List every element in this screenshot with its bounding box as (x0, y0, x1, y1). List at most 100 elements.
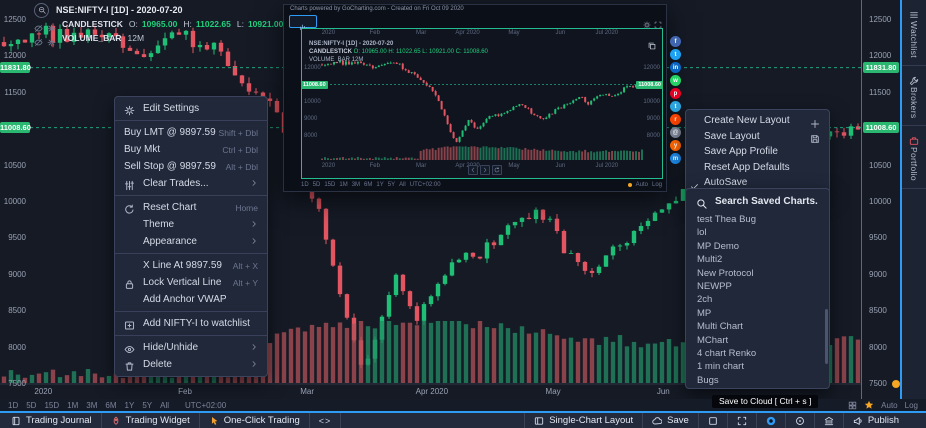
popup-log-label[interactable]: Log (651, 182, 662, 188)
timeframe-5d[interactable]: 5D (26, 400, 37, 410)
price-chart-tab[interactable] (289, 15, 317, 30)
zoom-out-icon[interactable] (34, 2, 49, 18)
grid-layout-icon[interactable] (848, 401, 857, 410)
timezone-label[interactable]: UTC+02:00 (185, 400, 227, 410)
twitter-share-icon[interactable]: t (670, 49, 681, 60)
menu-item-theme[interactable]: Theme (115, 216, 267, 233)
timeframe-5y[interactable]: 5Y (142, 400, 153, 410)
copy-icon[interactable] (648, 37, 656, 50)
timeframe-all[interactable]: All (399, 182, 406, 188)
saved-chart-mchart[interactable]: MChart (697, 334, 729, 346)
saved-chart-lol[interactable]: lol (697, 227, 707, 239)
timeframe-15d[interactable]: 15D (44, 400, 60, 410)
menu-item-buy-lmt-9897-59[interactable]: Buy LMT @ 9897.59 Shift + Dbl (115, 124, 267, 141)
notification-dot[interactable] (892, 380, 900, 388)
linkedin-share-icon[interactable]: in (670, 62, 681, 73)
menu-item-save-layout[interactable]: Save Layout (686, 129, 829, 145)
timeframe-6m[interactable]: 6M (105, 400, 117, 410)
popup-auto-label[interactable]: Auto (635, 182, 648, 188)
log-scale-button[interactable]: Log (904, 400, 918, 410)
menu-item-reset-app-defaults[interactable]: Reset App Defaults (686, 160, 829, 176)
sidebar-tab-watchlist[interactable]: Watchlist (902, 0, 926, 66)
select-tool-button[interactable] (697, 413, 727, 428)
timeframe-3m[interactable]: 3M (351, 182, 361, 188)
saved-chart-new-protocol[interactable]: New Protocol (697, 267, 754, 279)
messenger-share-icon[interactable]: m (670, 153, 681, 164)
menu-item-edit-settings[interactable]: Edit Settings (115, 100, 267, 117)
popup-settings-icon[interactable] (643, 16, 651, 29)
saved-chart-bugs[interactable]: Bugs (697, 374, 719, 386)
saved-chart-4-chart-renko[interactable]: 4 chart Renko (697, 347, 757, 359)
timeframe-15d[interactable]: 15D (324, 182, 336, 188)
email-share-icon[interactable]: @ (670, 127, 681, 138)
single-chart-layout-button[interactable]: Single-Chart Layout (524, 413, 642, 428)
study-settings-icon[interactable] (47, 34, 56, 46)
timeframe-1d[interactable]: 1D (301, 182, 309, 188)
timeframe-1m[interactable]: 1M (67, 400, 79, 410)
sidebar-tab-portfolio[interactable]: Portfolio (902, 126, 926, 190)
timeframe-1y[interactable]: 1Y (124, 400, 135, 410)
price-axis-right[interactable]: 12500 12000 11500 10500 10000 9500 9000 8500 800… (862, 0, 900, 399)
menu-item-appearance[interactable]: Appearance (115, 233, 267, 250)
publish-button[interactable]: Publish (842, 413, 908, 428)
telegram-share-icon[interactable]: t (670, 101, 681, 112)
timeframe-6m[interactable]: 6M (364, 182, 373, 188)
popup-expand-icon[interactable] (654, 16, 662, 29)
crosshair-button[interactable] (784, 413, 814, 428)
save-button[interactable]: Save (642, 413, 698, 428)
visibility-icon[interactable] (34, 34, 43, 46)
menu-item-buy-mkt[interactable]: Buy Mkt Ctrl + Dbl (115, 141, 267, 158)
timeframe-all[interactable]: All (160, 400, 170, 410)
menu-item-x-line-at-9897-59[interactable]: X Line At 9897.59 Alt + X (115, 257, 267, 274)
timeframe-1m[interactable]: 1M (339, 182, 348, 188)
saved-chart-multi2[interactable]: Multi2 (697, 254, 723, 266)
menu-item-lock-vertical-line[interactable]: Lock Vertical Line Alt + Y (115, 274, 267, 291)
fullscreen-button[interactable] (726, 413, 756, 428)
trading-widget-button[interactable]: Trading Widget (102, 413, 200, 428)
timeframe-5d[interactable]: 5D (312, 182, 321, 188)
scroll-right-icon[interactable] (480, 165, 490, 175)
timeframe-3m[interactable]: 3M (86, 400, 98, 410)
saved-chart-multi-chart[interactable]: Multi Chart (697, 321, 743, 333)
auto-scale-button[interactable]: Auto (881, 400, 898, 410)
code-editor-button[interactable]: <> (310, 413, 342, 428)
saved-charts-search[interactable]: Search Saved Charts. (686, 189, 829, 213)
menu-item-save-app-profile[interactable]: Save App Profile (686, 144, 829, 160)
timeframe-5y[interactable]: 5Y (387, 182, 396, 188)
reset-view-icon[interactable] (492, 165, 502, 175)
whatsapp-share-icon[interactable]: w (670, 75, 681, 86)
menu-item-clear-trades[interactable]: Clear Trades... (115, 175, 267, 192)
exchange-button[interactable] (813, 413, 843, 428)
timeframe-1d[interactable]: 1D (8, 400, 19, 410)
submenu-arrow-icon (250, 343, 258, 353)
saved-chart-mp[interactable]: MP (697, 307, 712, 319)
hackernews-share-icon[interactable]: y (670, 140, 681, 151)
scrollbar[interactable] (825, 309, 828, 364)
saved-chart-1-min-chart[interactable]: 1 min chart (697, 361, 744, 373)
menu-item-sell-stop-9897-59[interactable]: Sell Stop @ 9897.59 Alt + Dbl (115, 158, 267, 175)
sidebar-tab-brokers[interactable]: Brokers (902, 66, 926, 127)
saved-chart-2ch[interactable]: 2ch (697, 294, 713, 306)
one-click-trading-button[interactable]: One-Click Trading (200, 413, 310, 428)
saved-chart-test-thea-bug[interactable]: test Thea Bug (697, 214, 756, 225)
reddit-share-icon[interactable]: r (670, 114, 681, 125)
screenshot-button[interactable] (755, 413, 785, 428)
visibility-icon[interactable] (34, 20, 43, 32)
saved-chart-newpp[interactable]: NEWPP (697, 280, 732, 292)
time-axis[interactable]: 2020 Feb Mar Apr 2020 May Jun (0, 384, 862, 398)
timeframe-1y[interactable]: 1Y (376, 182, 384, 188)
menu-item-reset-chart[interactable]: Reset Chart Home (115, 199, 267, 216)
menu-item-hide-unhide[interactable]: Hide/Unhide (115, 339, 267, 356)
menu-item-delete[interactable]: Delete (115, 356, 267, 373)
price-axis-left[interactable]: 12500 12000 11500 10500 10000 9500 9000 8500 800… (0, 0, 30, 399)
save-icon (810, 131, 820, 144)
menu-item-add-anchor-vwap[interactable]: Add Anchor VWAP (115, 291, 267, 308)
saved-chart-mp-demo[interactable]: MP Demo (697, 240, 740, 252)
trading-journal-button[interactable]: Trading Journal (2, 413, 102, 428)
study-settings-icon[interactable] (47, 20, 56, 32)
pinterest-share-icon[interactable]: p (670, 88, 681, 99)
scroll-left-icon[interactable] (468, 165, 478, 175)
menu-item-add-nifty-i-to-watchlist[interactable]: Add NIFTY-I to watchlist (115, 315, 267, 332)
facebook-share-icon[interactable]: f (670, 36, 681, 47)
menu-item-create-new-layout[interactable]: Create New Layout (686, 113, 829, 129)
